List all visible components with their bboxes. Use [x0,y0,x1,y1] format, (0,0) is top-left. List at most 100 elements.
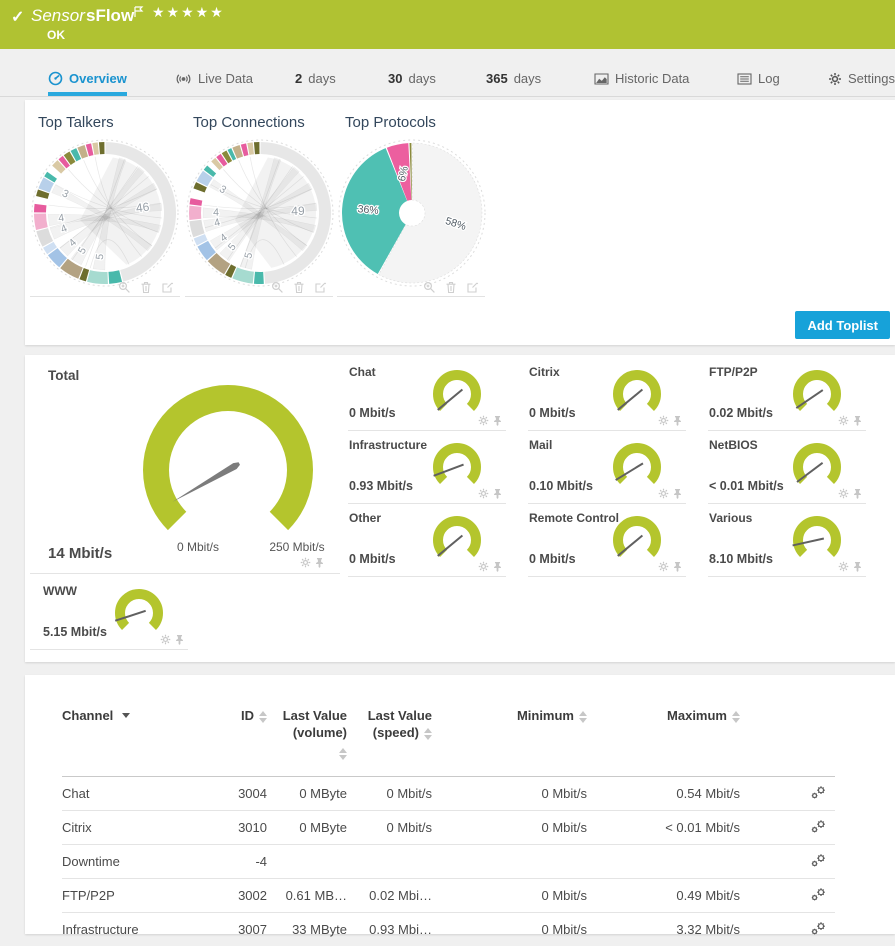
total-gauge[interactable] [116,370,340,546]
pin-icon[interactable] [853,415,862,426]
toplist-top-protocols: Top Protocols 58%36%6% [337,108,485,297]
gear-icon[interactable] [478,561,489,572]
cell-id: 3010 [187,811,267,845]
cell-channel: Downtime [62,845,187,879]
gear-icon[interactable] [478,415,489,426]
channel-settings-icon[interactable] [810,785,827,800]
pin-icon[interactable] [493,488,502,499]
gear-icon[interactable] [478,488,489,499]
cell-last-value-speed: 0 Mbit/s [347,811,432,845]
cell-actions [658,488,682,499]
pin-icon[interactable] [673,561,682,572]
gear-icon[interactable] [160,634,171,645]
delete-toplist-icon[interactable] [445,281,457,294]
toplist-title: Top Talkers [38,114,180,131]
channel-settings-icon[interactable] [810,887,827,902]
top-protocols-chart[interactable]: 58%36%6% [337,138,487,288]
add-toplist-button[interactable]: Add Toplist [795,311,890,339]
header-last-value-volume[interactable]: Last Value(volume) [267,701,347,777]
channel-settings-icon[interactable] [810,819,827,834]
sort-desc-icon [122,713,130,718]
table-row[interactable]: Downtime-4 [62,845,835,879]
channels-table-panel: Channel ID Last Value(volume) Last Value… [25,675,895,934]
toplist-toolbar [118,281,174,294]
gear-icon[interactable] [658,561,669,572]
gear-icon[interactable] [838,488,849,499]
pin-icon[interactable] [175,634,184,645]
gear-icon[interactable] [838,561,849,572]
tab-365-days[interactable]: 365 days [486,71,541,96]
pin-icon[interactable] [315,557,324,568]
toplist-toolbar [271,281,327,294]
priority-stars[interactable]: ★★★★★ [152,4,225,21]
zoom-toplist-icon[interactable] [271,281,284,294]
pin-icon[interactable] [673,415,682,426]
cell-maximum: < 0.01 Mbit/s [587,811,740,845]
tab-bar: Overview Live Data 2 days 30 days 365 da… [0,56,895,97]
cell-last-value-speed [347,845,432,879]
cell-actions [740,845,835,879]
tab-live-data[interactable]: Live Data [175,71,253,96]
list-icon [737,73,752,85]
edit-toplist-icon[interactable] [161,281,174,294]
header-actions [740,701,835,777]
cell-minimum [432,845,587,879]
zoom-toplist-icon[interactable] [423,281,436,294]
pin-icon[interactable] [853,561,862,572]
tab-number: 30 [388,71,402,86]
cell-channel: Chat [62,777,187,811]
header-maximum[interactable]: Maximum [587,701,740,777]
gear-icon[interactable] [658,488,669,499]
gear-icon[interactable] [300,557,311,568]
pin-icon[interactable] [673,488,682,499]
tab-log[interactable]: Log [737,71,780,96]
channel-settings-icon[interactable] [810,921,827,936]
gear-icon[interactable] [838,415,849,426]
gauge-axis-max: 250 Mbit/s [252,540,342,554]
cell-last-value-volume: 0 MByte [267,811,347,845]
gear-icon[interactable] [658,415,669,426]
header-minimum[interactable]: Minimum [432,701,587,777]
delete-toplist-icon[interactable] [140,281,152,294]
tab-settings[interactable]: Settings [828,71,895,96]
tab-2-days[interactable]: 2 days [295,71,336,96]
cell-last-value-volume: 0 MByte [267,777,347,811]
pin-icon[interactable] [493,415,502,426]
channel-label: Other [349,511,381,525]
cell-actions [740,879,835,913]
cell-minimum: 0 Mbit/s [432,879,587,913]
zoom-toplist-icon[interactable] [118,281,131,294]
edit-toplist-icon[interactable] [314,281,327,294]
cell-actions [478,561,502,572]
edit-toplist-icon[interactable] [466,281,479,294]
cell-maximum: 3.32 Mbit/s [587,913,740,946]
channel-settings-icon[interactable] [810,853,827,868]
pin-icon[interactable] [853,488,862,499]
tab-30-days[interactable]: 30 days [388,71,436,96]
pin-icon[interactable] [493,561,502,572]
svg-text:49: 49 [291,204,305,218]
cell-channel: Infrastructure [62,913,187,946]
delete-toplist-icon[interactable] [293,281,305,294]
header-channel[interactable]: Channel [62,701,187,777]
tab-overview[interactable]: Overview [48,71,127,96]
header-id[interactable]: ID [187,701,267,777]
header-last-value-speed[interactable]: Last Value(speed) [347,701,432,777]
tab-historic-data[interactable]: Historic Data [594,71,689,96]
gear-icon [828,72,842,86]
channel-value: 0.93 Mbit/s [349,479,413,493]
channels-table: Channel ID Last Value(volume) Last Value… [62,701,835,946]
flag-icon[interactable] [133,5,145,23]
